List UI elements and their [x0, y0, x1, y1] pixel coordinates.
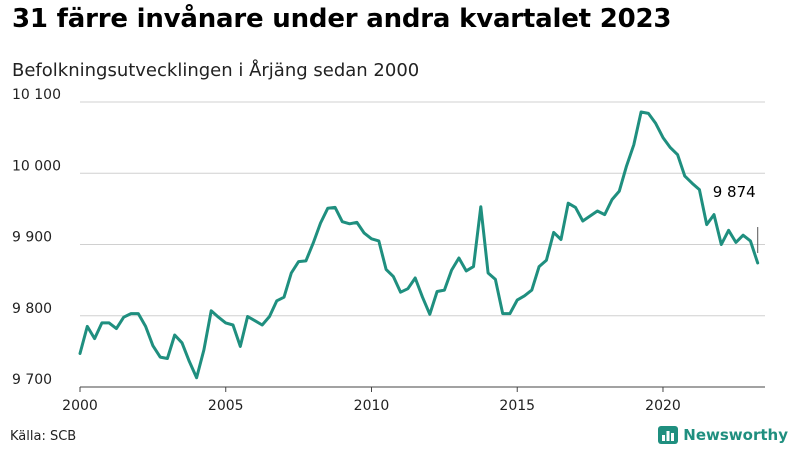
end-value-label: 9 874 — [713, 183, 756, 201]
series-line — [78, 110, 760, 380]
y-tick-label: 9 900 — [12, 230, 52, 246]
x-tick-label: 2020 — [645, 398, 681, 414]
x-tick-label: 2000 — [62, 398, 98, 414]
x-tick-label: 2015 — [499, 398, 535, 414]
y-tick-label: 10 100 — [12, 87, 61, 103]
x-tick-label: 2005 — [208, 398, 244, 414]
source-note: Källa: SCB — [10, 429, 77, 444]
y-tick-label: 9 700 — [12, 372, 52, 388]
line-chart: 9 700 9 800 9 900 10 000 10 100 2000 2005 2010 2… — [12, 87, 765, 414]
brand-logo[interactable]: Newsworthy — [658, 426, 788, 444]
y-tick-label: 9 800 — [12, 301, 52, 317]
y-tick-label: 10 000 — [12, 158, 61, 174]
chart-subtitle: Befolkningsutvecklingen i Årjäng sedan 2… — [12, 60, 420, 81]
bar-chart-logo-icon — [658, 426, 679, 444]
chart-title: 31 färre invånare under andra kvartalet … — [12, 4, 672, 34]
brand-name: Newsworthy — [683, 426, 788, 444]
x-tick-label: 2010 — [354, 398, 390, 414]
